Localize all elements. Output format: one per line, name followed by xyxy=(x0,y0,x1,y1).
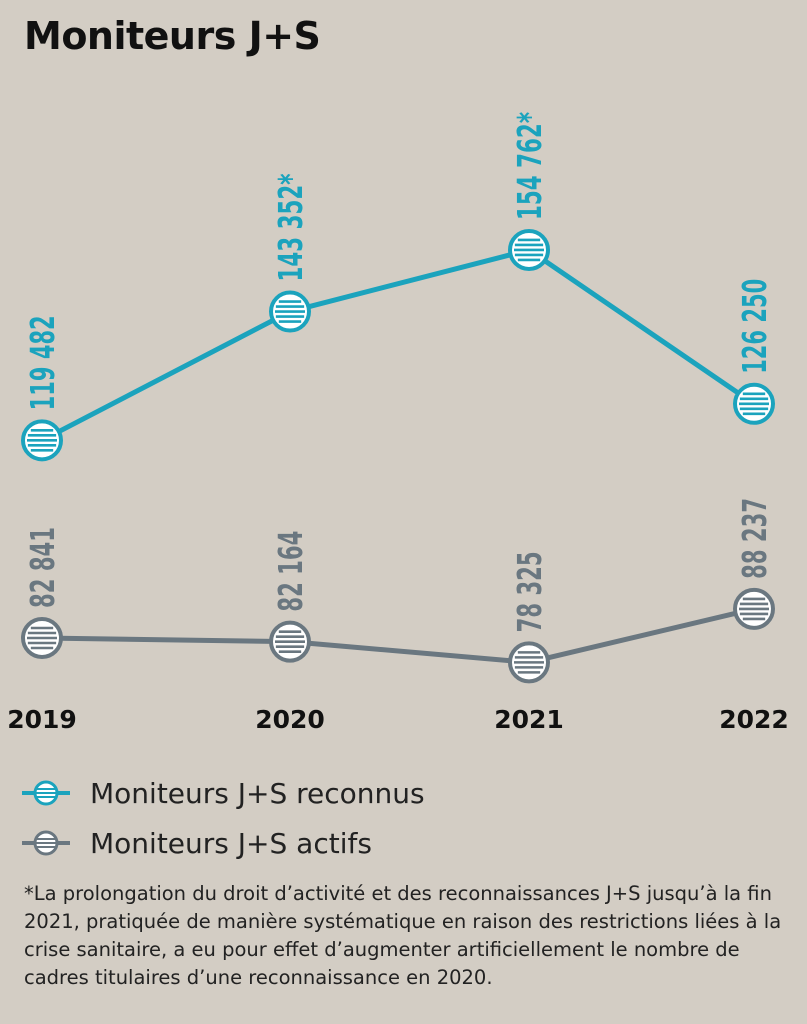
footnote: *La prolongation du droit d’activité et … xyxy=(24,882,782,989)
series-line-moniteurs-j-s-reconnus xyxy=(40,247,756,443)
legend-label-actifs: Moniteurs J+S actifs xyxy=(90,826,372,860)
legend-item-actifs: Moniteurs J+S actifs xyxy=(20,818,425,868)
legend-marker-reconnus-icon xyxy=(22,780,70,806)
data-label-moniteurs-j-s-actifs-2019: 82 841 xyxy=(23,527,62,608)
data-label-moniteurs-j-s-actifs-2022: 88 237 xyxy=(735,498,774,579)
series-line-moniteurs-j-s-actifs xyxy=(41,606,755,665)
line-chart: 2019 2020 2021 2022 119 482 143 352* 154 762* 1… xyxy=(7,112,789,734)
x-tick-label-2019: 2019 xyxy=(7,705,77,734)
x-tick-label-2020: 2020 xyxy=(255,705,325,734)
chart-title: Moniteurs J+S xyxy=(24,14,321,58)
data-label-moniteurs-j-s-reconnus-2019: 119 482 xyxy=(23,315,62,410)
data-label-moniteurs-j-s-actifs-2020: 82 164 xyxy=(271,531,310,612)
data-label-moniteurs-j-s-actifs-2021: 78 325 xyxy=(510,551,549,632)
data-label-moniteurs-j-s-reconnus-2022: 126 250 xyxy=(735,279,774,374)
data-label-moniteurs-j-s-reconnus-2020: 143 352* xyxy=(271,174,310,282)
x-tick-label-2021: 2021 xyxy=(494,705,564,734)
legend-label-reconnus: Moniteurs J+S reconnus xyxy=(90,776,425,810)
data-label-moniteurs-j-s-reconnus-2021: 154 762* xyxy=(510,112,549,220)
x-tick-label-2022: 2022 xyxy=(719,705,789,734)
legend-item-reconnus: Moniteurs J+S reconnus xyxy=(20,768,425,818)
legend-marker-actifs-icon xyxy=(22,830,70,856)
legend: Moniteurs J+S reconnus Moniteurs J+S act… xyxy=(20,768,425,868)
